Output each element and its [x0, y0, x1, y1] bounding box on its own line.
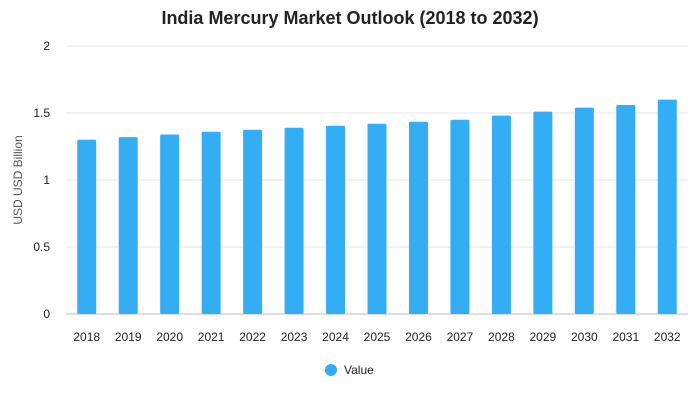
- bar-2020[interactable]: [160, 134, 180, 314]
- bar-2025[interactable]: [367, 123, 387, 314]
- x-tick-label: 2030: [571, 330, 598, 344]
- bar-2022[interactable]: [243, 129, 263, 314]
- x-tick-label: 2028: [488, 330, 515, 344]
- legend[interactable]: Value: [325, 363, 374, 377]
- x-tick-label: 2020: [156, 330, 183, 344]
- y-tick-label: 0: [43, 307, 50, 321]
- x-tick-label: 2024: [322, 330, 349, 344]
- x-tick-label: 2023: [281, 330, 308, 344]
- x-tick-label: 2018: [73, 330, 100, 344]
- legend-marker: [325, 364, 337, 376]
- y-tick-label: 1: [43, 173, 50, 187]
- x-tick-label: 2019: [115, 330, 142, 344]
- x-axis-ticks: 2018 2019 2020 2021 2022 2023 2024 2025 2026 2027…: [73, 330, 681, 344]
- bar-2026[interactable]: [408, 121, 428, 315]
- bar-2024[interactable]: [326, 125, 346, 314]
- x-tick-label: 2029: [530, 330, 557, 344]
- y-axis-label: USD USD Billion: [11, 135, 25, 224]
- bar-2032[interactable]: [657, 99, 677, 314]
- bar-2028[interactable]: [491, 115, 511, 315]
- bars: [77, 99, 677, 315]
- x-tick-label: 2022: [239, 330, 266, 344]
- bar-2018[interactable]: [77, 139, 97, 314]
- bar-2029[interactable]: [533, 111, 553, 314]
- x-tick-label: 2032: [654, 330, 681, 344]
- bar-2021[interactable]: [201, 131, 221, 314]
- x-tick-label: 2026: [405, 330, 432, 344]
- legend-label: Value: [344, 363, 374, 377]
- x-tick-label: 2031: [612, 330, 639, 344]
- bar-2019[interactable]: [118, 137, 138, 314]
- x-tick-label: 2025: [364, 330, 391, 344]
- x-tick-label: 2027: [447, 330, 474, 344]
- chart-title: India Mercury Market Outlook (2018 to 20…: [161, 8, 538, 28]
- x-tick-label: 2021: [198, 330, 225, 344]
- bar-2030[interactable]: [574, 107, 594, 314]
- y-tick-label: 1.5: [33, 106, 50, 120]
- y-tick-label: 0.5: [33, 240, 50, 254]
- y-tick-label: 2: [43, 39, 50, 53]
- bar-2027[interactable]: [450, 119, 470, 314]
- y-axis-ticks: 0 0.5 1 1.5 2: [33, 39, 50, 321]
- bar-2023[interactable]: [284, 127, 304, 315]
- bar-2031[interactable]: [616, 104, 636, 315]
